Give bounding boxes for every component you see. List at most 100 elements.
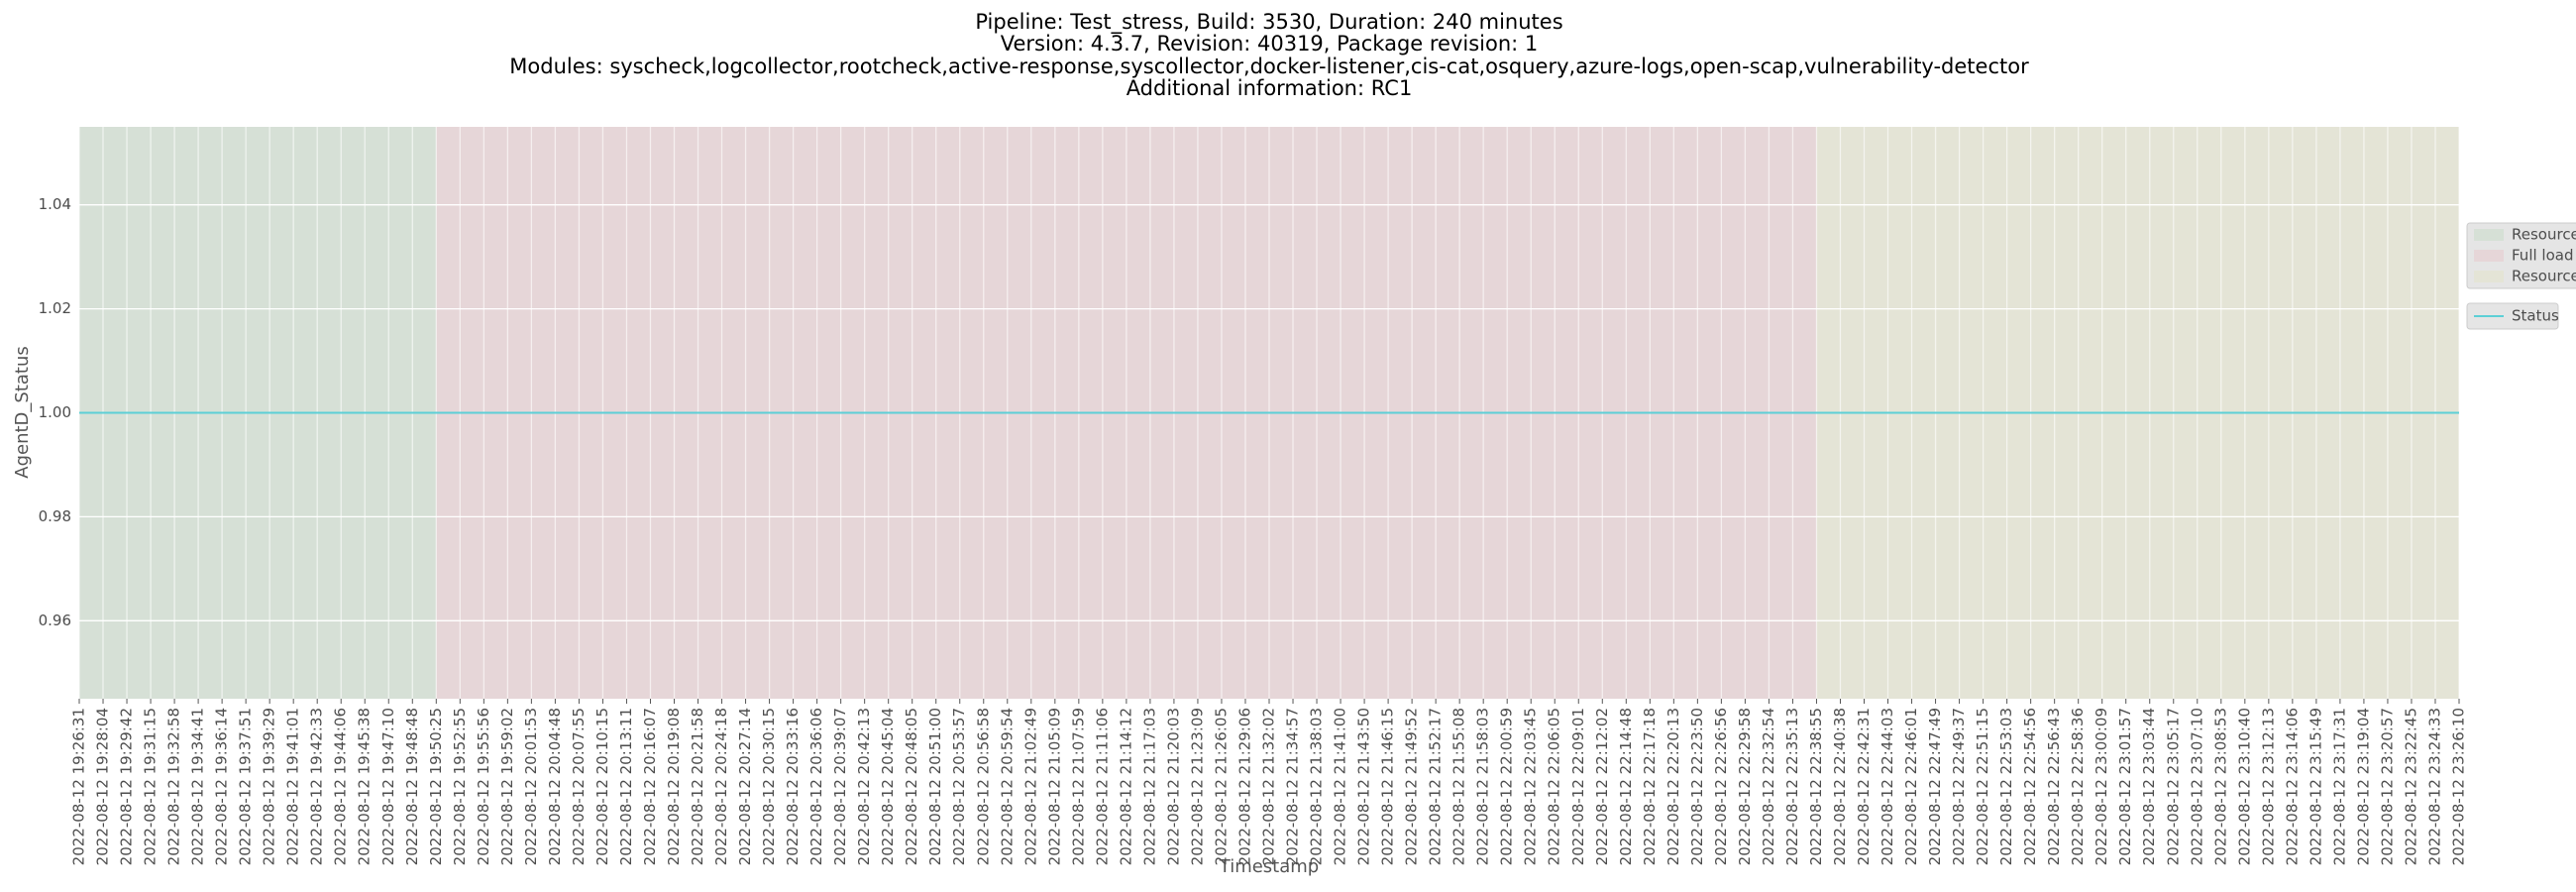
x-tick-label: 2022-08-12 21:14:12 [1117, 708, 1134, 865]
x-tick-label: 2022-08-12 20:24:18 [712, 708, 730, 865]
x-tick-label: 2022-08-12 20:04:48 [546, 708, 564, 865]
x-tick-label: 2022-08-12 19:59:02 [498, 708, 516, 865]
x-tick-label: 2022-08-12 22:40:38 [1831, 708, 1849, 865]
x-tick-label: 2022-08-12 19:48:48 [403, 708, 421, 865]
x-tick-label: 2022-08-12 23:00:09 [2093, 708, 2110, 865]
x-tick-label: 2022-08-12 21:29:06 [1235, 708, 1253, 865]
x-tick-label: 2022-08-12 22:06:05 [1546, 708, 1563, 865]
x-tick-label: 2022-08-12 20:07:55 [570, 708, 588, 865]
x-tick-label: 2022-08-12 21:46:15 [1379, 708, 1397, 865]
x-axis-label: Timestamp [1219, 856, 1319, 877]
x-tick-label: 2022-08-12 19:47:10 [379, 708, 397, 865]
x-tick-label: 2022-08-12 20:27:14 [736, 708, 754, 865]
x-tick-label: 2022-08-12 22:26:56 [1712, 708, 1730, 865]
x-tick-label: 2022-08-12 21:20:03 [1164, 708, 1182, 865]
x-tick-label: 2022-08-12 22:17:18 [1641, 708, 1659, 865]
y-axis-label: AgentD_Status [12, 346, 33, 479]
x-tick-label: 2022-08-12 20:53:57 [950, 708, 968, 865]
y-tick-label: 1.04 [39, 195, 71, 213]
x-tick-label: 2022-08-12 20:36:06 [807, 708, 825, 865]
x-tick-label: 2022-08-12 21:05:09 [1045, 708, 1063, 865]
x-tick-label: 2022-08-12 23:24:33 [2425, 708, 2443, 865]
x-tick-label: 2022-08-12 23:08:53 [2211, 708, 2229, 865]
x-tick-label: 2022-08-12 22:14:48 [1617, 708, 1635, 865]
x-tick-label: 2022-08-12 21:55:08 [1450, 708, 1468, 865]
chart-title: Pipeline: Test_stress, Build: 3530, Dura… [975, 10, 1562, 35]
x-tick-label: 2022-08-12 19:50:25 [427, 708, 445, 865]
x-tick-label: 2022-08-12 23:14:06 [2283, 708, 2301, 865]
x-tick-label: 2022-08-12 21:41:00 [1332, 708, 1349, 865]
x-tick-label: 2022-08-12 21:17:03 [1140, 708, 1158, 865]
x-tick-label: 2022-08-12 20:13:11 [617, 708, 635, 865]
x-tick-label: 2022-08-12 21:43:50 [1355, 708, 1373, 865]
x-tick-label: 2022-08-12 20:39:07 [831, 708, 849, 865]
x-tick-label: 2022-08-12 19:36:14 [213, 708, 231, 865]
x-tick-label: 2022-08-12 20:10:15 [593, 708, 611, 865]
x-tick-label: 2022-08-12 22:47:49 [1926, 708, 1944, 865]
y-tick-label: 1.02 [39, 299, 71, 317]
x-tick-label: 2022-08-12 23:01:57 [2116, 708, 2134, 865]
x-tick-label: 2022-08-12 19:37:51 [237, 708, 255, 865]
x-tick-label: 2022-08-12 22:56:43 [2045, 708, 2063, 865]
x-tick-label: 2022-08-12 23:26:10 [2450, 708, 2468, 865]
x-tick-label: 2022-08-12 21:38:03 [1308, 708, 1326, 865]
x-tick-label: 2022-08-12 19:32:58 [165, 708, 183, 865]
x-tick-label: 2022-08-12 20:21:58 [689, 708, 706, 865]
x-tick-label: 2022-08-12 22:58:36 [2069, 708, 2087, 865]
legend-label: Resources [2512, 226, 2576, 244]
legend-swatch [2474, 250, 2504, 262]
x-tick-label: 2022-08-12 19:31:15 [142, 708, 160, 865]
x-tick-label: 2022-08-12 22:44:03 [1878, 708, 1896, 865]
x-tick-label: 2022-08-12 19:55:56 [475, 708, 492, 865]
x-tick-label: 2022-08-12 20:01:53 [522, 708, 540, 865]
x-tick-label: 2022-08-12 20:51:00 [926, 708, 944, 865]
x-tick-label: 2022-08-12 20:33:16 [784, 708, 802, 865]
x-tick-label: 2022-08-12 21:23:09 [1188, 708, 1206, 865]
x-tick-label: 2022-08-12 20:42:13 [855, 708, 873, 865]
x-tick-label: 2022-08-12 22:38:55 [1807, 708, 1825, 865]
x-tick-label: 2022-08-12 20:30:15 [760, 708, 778, 865]
legend-swatch [2474, 271, 2504, 282]
legend-swatch [2474, 229, 2504, 241]
x-tick-label: 2022-08-12 23:19:04 [2354, 708, 2372, 865]
legend-label: Full load [2512, 247, 2573, 265]
y-tick-label: 0.98 [39, 507, 71, 525]
x-tick-label: 2022-08-12 22:49:37 [1950, 708, 1968, 865]
x-tick-label: 2022-08-12 20:48:05 [903, 708, 920, 865]
x-tick-label: 2022-08-12 21:32:02 [1260, 708, 1278, 865]
legend-box [2466, 302, 2559, 330]
y-tick-label: 0.96 [39, 612, 71, 629]
legend-label: Status [2512, 307, 2559, 325]
x-tick-label: 2022-08-12 23:10:40 [2235, 708, 2253, 865]
x-tick-label: 2022-08-12 22:42:31 [1855, 708, 1873, 865]
x-tick-label: 2022-08-12 19:45:38 [356, 708, 374, 865]
x-tick-label: 2022-08-12 23:05:17 [2164, 708, 2182, 865]
x-tick-label: 2022-08-12 19:44:06 [332, 708, 350, 865]
x-tick-label: 2022-08-12 19:34:41 [189, 708, 207, 865]
x-tick-label: 2022-08-12 19:28:04 [94, 708, 112, 865]
x-tick-label: 2022-08-12 22:20:13 [1664, 708, 1682, 865]
legend-label: Resources [2512, 268, 2576, 285]
chart-title: Additional information: RC1 [1127, 76, 1413, 100]
x-tick-label: 2022-08-12 21:34:57 [1284, 708, 1302, 865]
x-tick-label: 2022-08-12 21:11:06 [1093, 708, 1111, 865]
x-tick-label: 2022-08-12 20:59:54 [998, 708, 1016, 865]
x-tick-label: 2022-08-12 23:03:44 [2140, 708, 2158, 865]
x-tick-label: 2022-08-12 22:51:15 [1974, 708, 1991, 865]
x-tick-label: 2022-08-12 22:23:50 [1688, 708, 1706, 865]
chart-title: Modules: syscheck,logcollector,rootcheck… [509, 55, 2029, 78]
x-tick-label: 2022-08-12 20:19:08 [665, 708, 683, 865]
x-tick-label: 2022-08-12 22:35:13 [1783, 708, 1801, 865]
x-tick-label: 2022-08-12 20:16:07 [641, 708, 659, 865]
x-tick-label: 2022-08-12 22:00:59 [1498, 708, 1516, 865]
x-tick-label: 2022-08-12 22:53:03 [1997, 708, 2015, 865]
x-tick-label: 2022-08-12 20:45:04 [879, 708, 897, 865]
x-tick-label: 2022-08-12 19:41:01 [284, 708, 302, 865]
x-tick-label: 2022-08-12 22:09:01 [1569, 708, 1587, 865]
x-tick-label: 2022-08-12 21:02:49 [1021, 708, 1039, 865]
x-tick-label: 2022-08-12 21:58:03 [1474, 708, 1492, 865]
x-tick-label: 2022-08-12 22:54:56 [2021, 708, 2039, 865]
chart-title: Version: 4.3.7, Revision: 40319, Package… [1001, 32, 1539, 56]
x-tick-label: 2022-08-12 21:26:05 [1212, 708, 1230, 865]
